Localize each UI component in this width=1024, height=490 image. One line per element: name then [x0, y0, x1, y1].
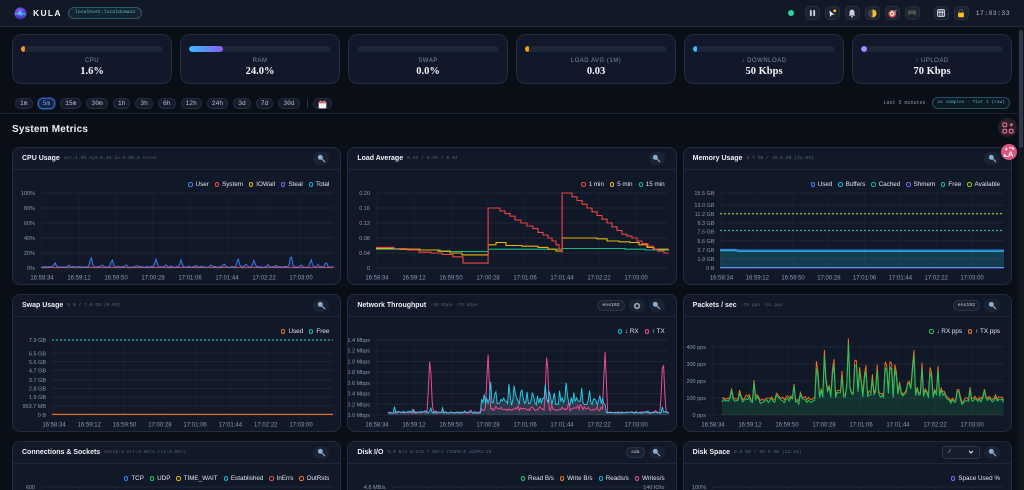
svg-text:1.2 Mbps: 1.2 Mbps — [348, 349, 371, 355]
svg-text:17:01:06: 17:01:06 — [849, 423, 873, 429]
svg-text:0.16: 0.16 — [360, 206, 371, 212]
svg-text:2.8 GB: 2.8 GB — [29, 386, 46, 392]
svg-text:17:03:00: 17:03:00 — [625, 276, 649, 282]
svg-text:0 B: 0 B — [706, 266, 715, 272]
svg-text:0.6 Mbps: 0.6 Mbps — [348, 381, 371, 387]
svg-text:16:58:34: 16:58:34 — [42, 423, 66, 429]
svg-text:17:00:28: 17:00:28 — [477, 276, 501, 282]
svg-text:3.7 GB: 3.7 GB — [29, 378, 46, 384]
svg-text:100%: 100% — [692, 485, 706, 490]
svg-text:16:59:12: 16:59:12 — [78, 423, 102, 429]
svg-text:16:58:34: 16:58:34 — [366, 423, 390, 429]
svg-text:16:59:12: 16:59:12 — [738, 423, 762, 429]
svg-text:17:00:28: 17:00:28 — [817, 276, 841, 282]
svg-text:0 B: 0 B — [38, 413, 47, 419]
svg-text:17:02:22: 17:02:22 — [588, 276, 612, 282]
svg-text:16:59:12: 16:59:12 — [403, 423, 427, 429]
svg-text:7.5 GB: 7.5 GB — [697, 230, 714, 236]
svg-text:17:03:00: 17:03:00 — [960, 423, 984, 429]
svg-text:17:01:06: 17:01:06 — [514, 276, 538, 282]
svg-text:17:01:06: 17:01:06 — [178, 276, 202, 282]
svg-text:11.2 GB: 11.2 GB — [694, 212, 714, 218]
svg-text:0.20: 0.20 — [360, 191, 371, 197]
svg-text:0.0 Mbps: 0.0 Mbps — [348, 413, 371, 419]
svg-text:A: A — [1008, 150, 1014, 158]
svg-text:16:59:50: 16:59:50 — [113, 423, 137, 429]
svg-text:17:00:28: 17:00:28 — [812, 423, 836, 429]
svg-text:17:00:28: 17:00:28 — [141, 276, 165, 282]
svg-text:400 pps: 400 pps — [686, 345, 706, 351]
svg-text:200 pps: 200 pps — [686, 379, 706, 385]
svg-text:17:02:22: 17:02:22 — [923, 423, 947, 429]
svg-text:0.08: 0.08 — [360, 236, 371, 242]
svg-text:1.9 GB: 1.9 GB — [29, 395, 46, 401]
svg-text:0.4 Mbps: 0.4 Mbps — [348, 392, 371, 398]
svg-text:17:00:28: 17:00:28 — [148, 423, 172, 429]
svg-text:17:00:28: 17:00:28 — [477, 423, 501, 429]
svg-text:17:01:44: 17:01:44 — [215, 276, 239, 282]
svg-text:17:03:00: 17:03:00 — [289, 423, 313, 429]
svg-text:600: 600 — [26, 485, 35, 490]
svg-text:17:03:00: 17:03:00 — [289, 276, 313, 282]
svg-text:140 IO/s: 140 IO/s — [644, 485, 665, 490]
svg-text:17:02:22: 17:02:22 — [588, 423, 612, 429]
svg-text:0.12: 0.12 — [360, 221, 371, 227]
svg-text:16:59:50: 16:59:50 — [775, 423, 799, 429]
svg-text:17:01:44: 17:01:44 — [888, 276, 912, 282]
svg-text:7.9 GB: 7.9 GB — [29, 338, 46, 344]
svg-text:16:59:12: 16:59:12 — [403, 276, 427, 282]
svg-text:9.3 GB: 9.3 GB — [697, 221, 714, 227]
svg-text:17:01:06: 17:01:06 — [183, 423, 207, 429]
svg-text:953.7 MB: 953.7 MB — [22, 404, 46, 410]
svg-text:17:02:22: 17:02:22 — [254, 423, 278, 429]
svg-text:16:59:12: 16:59:12 — [67, 276, 91, 282]
svg-text:1.9 GB: 1.9 GB — [697, 257, 714, 263]
svg-text:17:02:22: 17:02:22 — [924, 276, 948, 282]
svg-text:0.04: 0.04 — [360, 251, 371, 257]
svg-text:13.0 GB: 13.0 GB — [694, 203, 715, 209]
svg-text:80%: 80% — [24, 206, 35, 212]
svg-text:17:01:44: 17:01:44 — [551, 423, 575, 429]
svg-text:5.6 GB: 5.6 GB — [697, 239, 714, 245]
svg-text:16:58:34: 16:58:34 — [701, 423, 725, 429]
svg-text:6.5 GB: 6.5 GB — [29, 351, 46, 357]
svg-text:17:01:44: 17:01:44 — [551, 276, 575, 282]
svg-text:300 pps: 300 pps — [686, 362, 706, 368]
svg-text:16:58:34: 16:58:34 — [366, 276, 390, 282]
svg-text:0%: 0% — [27, 266, 35, 272]
svg-text:0.8 Mbps: 0.8 Mbps — [348, 370, 371, 376]
svg-text:5.6 GB: 5.6 GB — [29, 360, 46, 366]
svg-text:17:01:44: 17:01:44 — [219, 423, 243, 429]
svg-text:16:58:34: 16:58:34 — [30, 276, 54, 282]
svg-text:100%: 100% — [21, 191, 35, 197]
svg-text:1.4 Mbps: 1.4 Mbps — [348, 338, 371, 344]
svg-text:4.8 MB/s: 4.8 MB/s — [364, 485, 386, 490]
svg-text:17:03:00: 17:03:00 — [625, 423, 649, 429]
svg-text:4.7 GB: 4.7 GB — [29, 368, 46, 374]
svg-text:60%: 60% — [24, 221, 35, 227]
svg-text:15.5 GB: 15.5 GB — [694, 191, 715, 197]
svg-text:0: 0 — [367, 266, 370, 272]
svg-text:17:03:00: 17:03:00 — [960, 276, 984, 282]
svg-text:16:58:34: 16:58:34 — [709, 276, 733, 282]
svg-text:0.2 Mbps: 0.2 Mbps — [348, 402, 371, 408]
svg-text:17:01:06: 17:01:06 — [514, 423, 538, 429]
svg-text:40%: 40% — [24, 236, 35, 242]
svg-text:16:59:50: 16:59:50 — [781, 276, 805, 282]
svg-text:17:01:06: 17:01:06 — [853, 276, 877, 282]
svg-text:16:59:50: 16:59:50 — [440, 423, 464, 429]
svg-text:16:59:50: 16:59:50 — [440, 276, 464, 282]
svg-text:17:02:22: 17:02:22 — [252, 276, 276, 282]
svg-text:1.0 Mbps: 1.0 Mbps — [348, 359, 371, 365]
svg-text:3.7 GB: 3.7 GB — [697, 248, 714, 254]
svg-text:16:59:12: 16:59:12 — [745, 276, 769, 282]
svg-text:0 pps: 0 pps — [692, 413, 706, 419]
svg-text:100 pps: 100 pps — [686, 396, 706, 402]
svg-text:17:01:44: 17:01:44 — [886, 423, 910, 429]
svg-text:16:59:50: 16:59:50 — [104, 276, 128, 282]
svg-text:20%: 20% — [24, 251, 35, 257]
